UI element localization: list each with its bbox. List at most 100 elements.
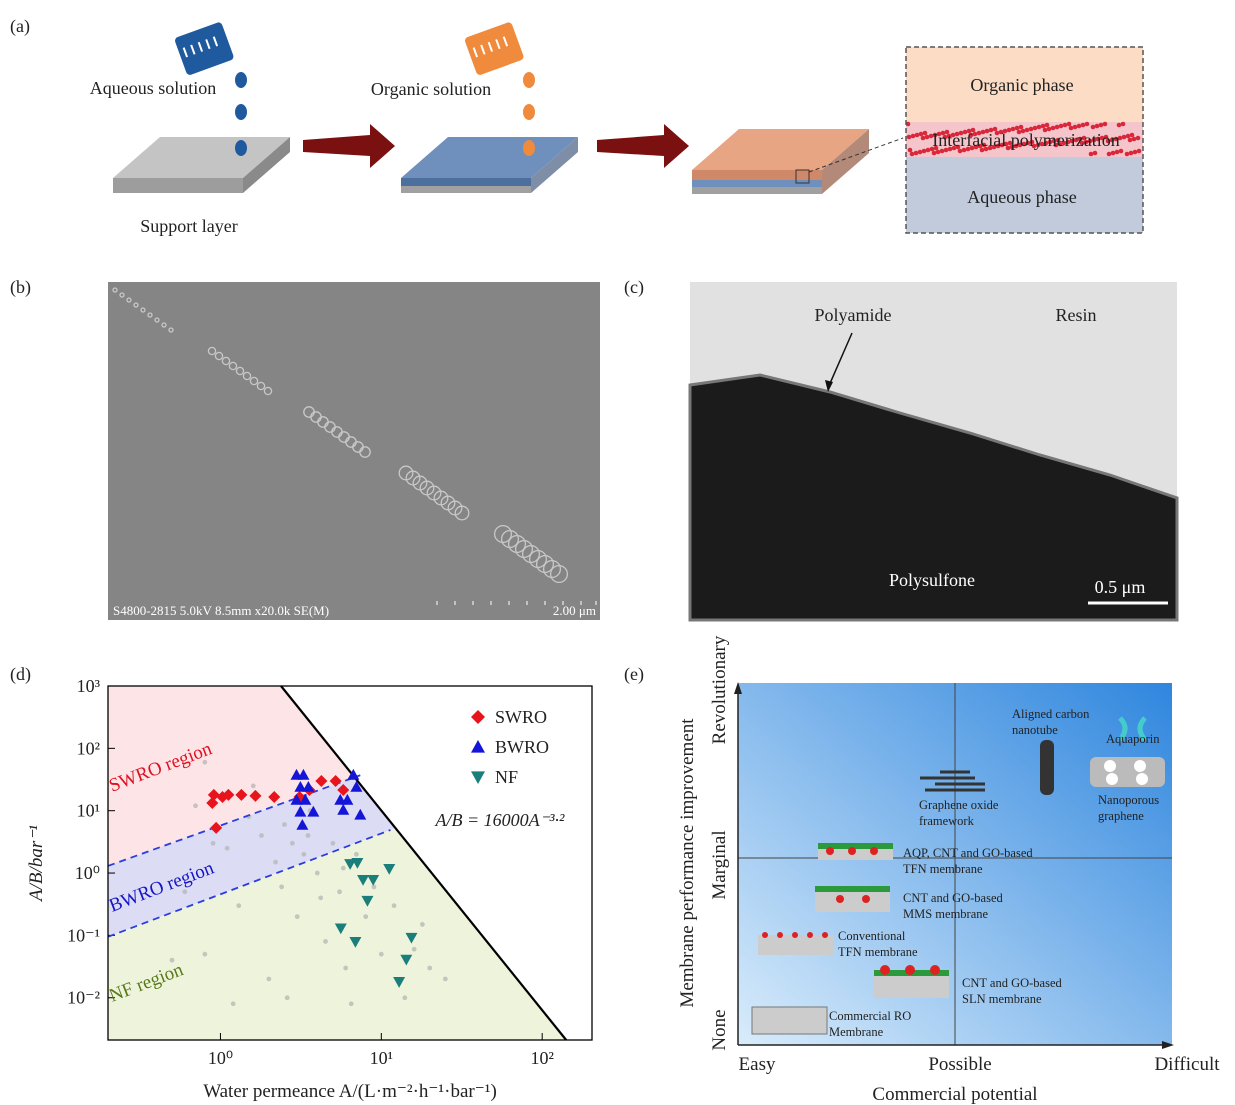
point [231,1001,236,1006]
dot [910,152,915,157]
dot [1041,124,1046,129]
label: Aqueous phase [967,187,1076,207]
panel-label: (b) [10,277,31,298]
y-level: Marginal [709,830,730,899]
point [202,952,207,957]
dot [1085,122,1090,127]
dot [1063,123,1068,128]
item-label: Aligned carbon [1012,707,1090,721]
point [402,995,407,1000]
item-label: Commercial RO [829,1009,911,1023]
dot [923,131,928,136]
scatter-chart: 10⁰10¹10²10⁻²10⁻¹10⁰10¹10²10³SWROBWRONFA… [26,676,592,1102]
item-label: AQP, CNT and GO-based [903,846,1033,860]
panel-label: (e) [624,664,644,685]
dot [1073,125,1078,130]
point [372,884,377,889]
label: Support layer [140,216,237,236]
y-tick-label: 10¹ [77,801,100,821]
scale-label: 2.00 μm [553,603,596,618]
point [363,914,368,919]
point [182,889,187,894]
point [420,922,425,927]
item-label: Graphene oxide [919,798,999,812]
dot [1055,125,1060,130]
point [225,846,230,851]
label: Aqueous solution [90,78,217,98]
y-level: Revolutionary [709,635,730,744]
dot [1121,122,1126,127]
y-tick-label: 10⁰ [75,863,100,883]
dot [914,151,919,156]
dot [922,149,927,154]
dot [1037,125,1042,130]
dot [1111,151,1116,156]
annotation: A/B = 16000A⁻³·² [435,810,566,830]
y-tick-label: 10⁻² [67,988,100,1008]
dot [921,136,926,141]
legend-label: BWRO [495,737,549,757]
point [285,995,290,1000]
panel-label: (c) [624,277,644,298]
y-tick-label: 10² [77,738,100,758]
x-tick-label: 10⁰ [208,1048,233,1068]
point [315,871,320,876]
point [236,903,241,908]
item-label: CNT and GO-based [962,976,1062,990]
item-label: Aquaporin [1106,732,1160,746]
legend-label: SWRO [495,707,547,727]
dot [1137,149,1142,154]
point [282,822,287,827]
dot [1132,137,1137,142]
dot [1107,152,1112,157]
label: Organic solution [371,79,491,99]
item-label: MMS membrane [903,907,989,921]
point [354,852,359,857]
label: Interfacial polymerization [932,130,1119,150]
dot [1129,151,1134,156]
dot [1126,134,1131,139]
dot [918,150,923,155]
panel-label: (a) [10,16,30,37]
label: Polyamide [815,305,892,325]
point [273,860,278,865]
dot [1117,123,1122,128]
arrow [303,124,395,168]
dot [1089,152,1094,157]
x-level: Possible [928,1054,991,1075]
scale-label: 0.5 μm [1095,577,1146,597]
dot [1045,123,1050,128]
point [259,833,264,838]
legend-marker [471,740,485,753]
item-label: graphene [1098,809,1144,823]
point [343,966,348,971]
blue-slab [401,137,578,193]
dot [1059,124,1064,129]
point [211,841,216,846]
dot [1133,150,1138,155]
legend-label: NF [495,767,518,787]
item-label: Nanoporous [1098,793,1159,807]
item-label: SLN membrane [962,992,1042,1006]
dot [1091,125,1096,130]
point [279,884,284,889]
dot [1103,122,1108,127]
item-label: TFN membrane [903,862,983,876]
dot [1122,135,1127,140]
point [290,841,295,846]
dot [1095,124,1100,129]
point [379,952,384,957]
arrow [597,124,689,168]
drops-orange [523,72,535,156]
x-tick-label: 10¹ [370,1048,393,1068]
dot [1077,124,1082,129]
dot [1125,152,1130,157]
x-tick-label: 10² [530,1048,553,1068]
dot [1128,138,1133,143]
point [392,903,397,908]
dot [919,132,924,137]
dot [911,134,916,139]
point [301,852,306,857]
point [427,966,432,971]
legend-marker [471,710,485,724]
